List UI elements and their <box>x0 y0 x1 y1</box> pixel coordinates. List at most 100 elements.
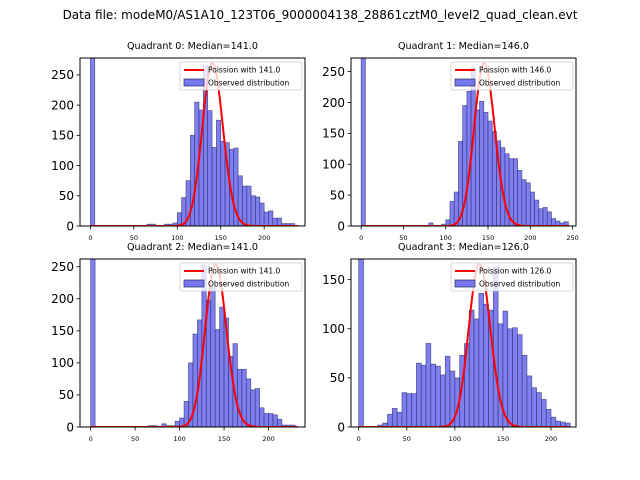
x-tick-label: 100 <box>173 435 185 443</box>
x-tick-label: 200 <box>545 435 557 443</box>
histogram-bar <box>541 399 547 427</box>
histogram-bar <box>473 318 480 427</box>
histogram-bar <box>483 112 489 226</box>
histogram-bar <box>517 170 523 226</box>
y-tick-label: 100 <box>51 356 74 370</box>
y-tick-label: 250 <box>51 68 74 82</box>
y-tick-label: 250 <box>51 260 74 274</box>
subplot-title: Quadrant 0: Median=141.0 <box>127 41 258 52</box>
legend-box <box>450 61 574 91</box>
x-tick-label: 150 <box>218 435 230 443</box>
poisson-curve <box>361 62 570 226</box>
legend-box <box>179 262 303 292</box>
y-tick-label: 0 <box>337 420 345 434</box>
histogram-bar <box>411 393 417 427</box>
y-tick-label: 0 <box>337 219 345 233</box>
legend-box <box>450 262 574 292</box>
x-tick-label: 50 <box>131 435 139 443</box>
histogram-bar <box>487 120 493 226</box>
legend-label-poisson: Poission with 126.0 <box>479 267 552 276</box>
histogram-bar <box>521 354 528 427</box>
y-tick-label: 50 <box>330 188 345 202</box>
histogram-bar <box>565 422 571 427</box>
histogram-bar <box>406 393 412 427</box>
histogram-bar <box>483 303 489 427</box>
histogram-bar <box>216 119 222 226</box>
y-tick-label: 100 <box>51 159 74 173</box>
histogram-bar <box>207 110 213 226</box>
histogram-bar <box>435 365 441 427</box>
histogram-bar <box>220 141 226 226</box>
y-tick-label: 150 <box>322 273 345 287</box>
histogram-bar <box>276 217 282 226</box>
plot-area <box>90 259 298 427</box>
histogram-bar <box>440 374 446 427</box>
y-tick-label: 150 <box>51 129 74 143</box>
histogram-bar <box>254 388 260 427</box>
y-tick-label: 50 <box>59 189 74 203</box>
histogram-bar <box>551 218 557 226</box>
histogram-bar <box>449 200 455 226</box>
histogram-bar <box>250 389 256 427</box>
poisson-curve <box>358 263 569 427</box>
x-tick-label: 250 <box>566 234 578 242</box>
histogram-bar <box>468 309 475 427</box>
x-tick-label: 0 <box>88 234 92 242</box>
histogram-bar <box>479 100 485 226</box>
x-tick-label: 150 <box>497 435 509 443</box>
histogram-bar <box>242 185 248 226</box>
histogram-bar <box>534 199 540 226</box>
x-tick-label: 200 <box>524 234 536 242</box>
histogram-bar <box>516 334 523 427</box>
histogram-bar <box>360 58 366 226</box>
subplot-title: Quadrant 1: Median=146.0 <box>398 41 529 52</box>
legend-label-observed: Observed distribution <box>208 79 289 88</box>
histogram-bar <box>416 362 422 427</box>
histogram-bar <box>90 58 96 226</box>
histogram-bar <box>512 327 518 427</box>
histogram-bar <box>272 414 278 427</box>
plot-area <box>90 58 299 226</box>
histogram-bar <box>358 259 364 427</box>
x-tick-label: 150 <box>482 234 494 242</box>
histogram-bar <box>531 387 537 427</box>
histogram-bar <box>250 195 256 226</box>
histogram-bar <box>211 147 217 226</box>
histogram-bar <box>401 392 408 427</box>
histogram-bar <box>526 375 533 427</box>
histogram-bar <box>430 363 436 427</box>
histogram-bar <box>259 407 265 427</box>
legend-bar-swatch <box>183 78 205 87</box>
histogram-bar <box>542 207 548 226</box>
histogram-bar <box>507 328 513 427</box>
y-tick-label: 0 <box>66 219 74 233</box>
histogram-bar <box>268 413 274 427</box>
histogram-bar <box>497 323 504 427</box>
histogram-bar <box>550 416 557 427</box>
legend-label-poisson: Poission with 141.0 <box>208 66 281 75</box>
histogram-bar <box>272 217 278 226</box>
histogram-bar <box>391 407 398 427</box>
y-tick-label: 200 <box>51 98 74 112</box>
legend-bar-swatch <box>183 279 205 288</box>
x-tick-label: 200 <box>262 435 274 443</box>
histogram-bar <box>277 418 283 427</box>
subplot-quadrant-3: Quadrant 3: Median=126.0 0 50 100 150 0 50 100 1… <box>322 242 577 443</box>
plot-area <box>360 58 570 226</box>
x-tick-label: 100 <box>440 234 452 242</box>
x-tick-label: 50 <box>403 435 411 443</box>
x-tick-label: 100 <box>449 435 461 443</box>
legend-bar-swatch <box>454 279 476 288</box>
histogram-bar <box>219 306 225 427</box>
axes-frame <box>350 57 577 227</box>
histogram-bar <box>259 202 265 226</box>
histogram-bar <box>210 286 216 427</box>
y-tick-label: 250 <box>322 65 345 79</box>
histogram-bar <box>474 109 480 226</box>
histogram-bar <box>387 413 393 427</box>
y-tick-label: 50 <box>330 371 345 385</box>
subplot-quadrant-1: Quadrant 1: Median=146.0 0 50 100 150 200 250 0… <box>322 41 579 242</box>
x-tick-label: 0 <box>357 435 361 443</box>
y-tick-label: 0 <box>66 420 74 434</box>
